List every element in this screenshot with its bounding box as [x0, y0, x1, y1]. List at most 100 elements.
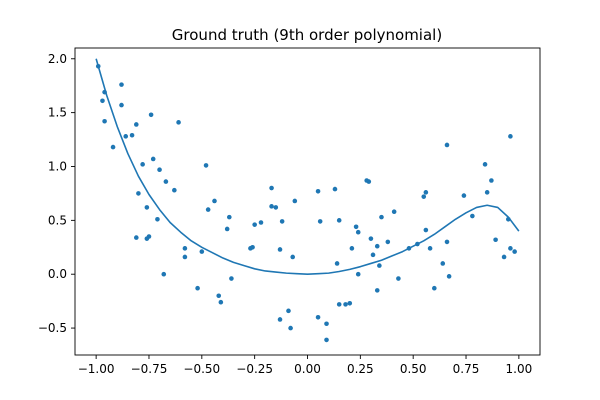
scatter-point: [195, 285, 200, 291]
scatter-point: [119, 82, 124, 87]
scatter-point: [144, 205, 150, 210]
scatter-point: [100, 98, 105, 104]
scatter-point: [218, 299, 224, 305]
scatter-point: [252, 222, 257, 227]
scatter-point: [199, 249, 205, 254]
fit-line: [95, 58, 520, 276]
scatter-point: [343, 302, 348, 307]
scatter-point: [136, 191, 141, 196]
scatter-point: [324, 321, 329, 327]
x-tick-label: −0.50: [183, 362, 220, 376]
scatter-point: [444, 239, 450, 245]
scatter-point: [336, 302, 342, 307]
scatter-point: [157, 167, 162, 173]
scatter-point: [423, 190, 429, 195]
y-tick-label: 1.0: [48, 159, 67, 173]
scatter-point: [290, 254, 296, 260]
scatter-point: [176, 120, 181, 125]
scatter-point: [286, 308, 291, 314]
scatter-point: [172, 187, 177, 193]
scatter-point: [336, 218, 342, 223]
scatter-point: [224, 226, 230, 232]
scatter-point: [440, 261, 446, 266]
scatter-point: [315, 188, 321, 194]
scatter-point: [140, 162, 145, 167]
scatter-point: [512, 249, 517, 254]
scatter-point: [129, 132, 135, 138]
scatter-point: [205, 207, 211, 212]
y-tick-label: 2.0: [48, 52, 67, 66]
scatter-point: [123, 134, 129, 139]
scatter-point: [227, 214, 232, 220]
scatter-point: [391, 209, 397, 215]
x-tick-label: 0.75: [453, 362, 480, 376]
scatter-point: [374, 243, 380, 249]
x-tick-label: 0.50: [400, 362, 427, 376]
scatter-point: [269, 204, 274, 209]
scatter-point: [482, 162, 488, 167]
scatter-point: [396, 276, 401, 281]
scatter-point: [216, 293, 222, 299]
scatter-point: [250, 244, 255, 250]
scatter-point: [501, 254, 507, 260]
scatter-point: [292, 198, 298, 204]
scatter-point: [444, 142, 450, 148]
scatter-point: [370, 252, 376, 258]
scatter-point: [349, 246, 355, 251]
scatter-point: [212, 198, 217, 204]
x-tick-label: 0.00: [294, 362, 321, 376]
scatter-point: [421, 194, 427, 199]
scatter-point: [355, 271, 361, 277]
scatter-point: [148, 112, 154, 118]
scatter-point: [110, 144, 116, 150]
scatter-point: [150, 156, 156, 162]
scatter-point: [102, 118, 107, 124]
scatter-point: [446, 274, 452, 279]
scatter-point: [427, 246, 433, 251]
x-tick-label: −1.00: [78, 362, 115, 376]
scatter-point: [161, 271, 167, 277]
scatter-point: [377, 263, 382, 268]
scatter-point: [119, 102, 124, 108]
scatter-point: [229, 276, 234, 281]
chart-title: Ground truth (9th order polynomial): [172, 26, 442, 44]
scatter-point: [182, 246, 188, 251]
scatter-point: [182, 254, 188, 260]
scatter-point: [423, 227, 429, 233]
scatter-point: [470, 213, 475, 219]
scatter-point: [277, 317, 283, 322]
scatter-point: [508, 246, 513, 251]
scatter-point: [379, 214, 384, 220]
y-tick-label: 0.0: [48, 267, 67, 281]
scatter-point: [508, 134, 513, 139]
scatter-point: [368, 236, 374, 241]
scatter-point: [385, 239, 391, 245]
scatter-point: [484, 190, 490, 195]
scatter-point: [163, 179, 169, 184]
x-tick-label: −0.75: [131, 362, 168, 376]
scatter-point: [317, 219, 323, 224]
scatter-point: [146, 234, 152, 239]
scatter-point: [489, 178, 494, 183]
scatter-point: [273, 205, 279, 210]
scatter-point: [315, 315, 321, 320]
scatter-point: [279, 219, 285, 224]
scatter-point: [353, 224, 359, 230]
y-tick-label: −0.5: [38, 321, 67, 335]
scatter-point: [203, 163, 209, 168]
scatter-point: [334, 261, 340, 266]
scatter-point: [155, 216, 160, 222]
scatter-point: [324, 337, 329, 343]
scatter-point: [332, 186, 338, 192]
y-tick-label: 0.5: [48, 213, 67, 227]
scatter-point: [432, 285, 437, 291]
scatter-point: [347, 300, 353, 306]
scatter-point: [288, 325, 293, 331]
scatter-layer: [95, 64, 517, 343]
scatter-point: [461, 193, 467, 198]
scatter-point: [493, 237, 498, 243]
line-layer: [95, 58, 520, 276]
scatter-point: [374, 288, 380, 293]
